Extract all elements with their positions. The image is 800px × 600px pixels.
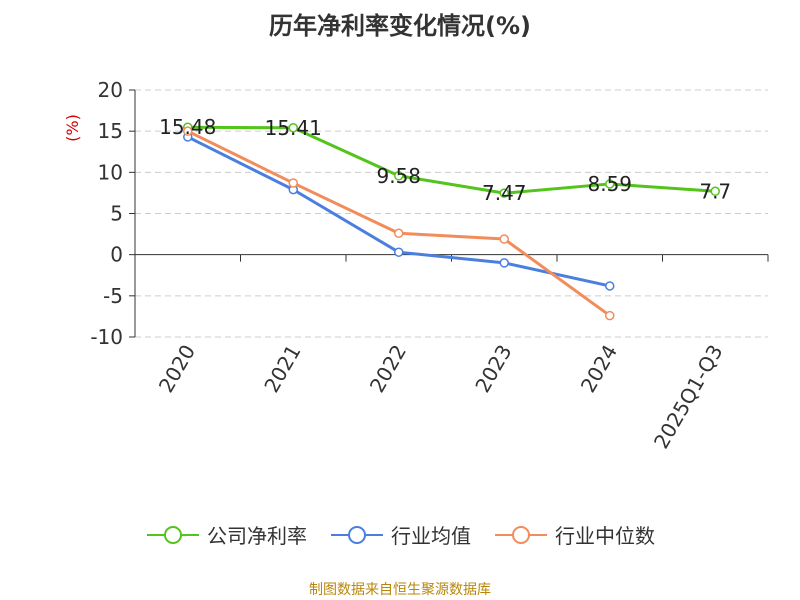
y-tick-label: -10 (90, 325, 123, 349)
y-tick-label: 20 (98, 78, 123, 102)
x-tick-label: 2025Q1-Q3 (649, 341, 728, 453)
data-labels: 15.48 15.41 9.58 7.47 8.59 7.7 (159, 115, 731, 205)
data-label: 7.47 (482, 181, 527, 205)
y-tick-label: 0 (110, 243, 123, 267)
data-point (394, 228, 404, 239)
data-point (394, 171, 404, 181)
data-point (499, 234, 509, 244)
data-label: 15.41 (265, 116, 322, 140)
series-line (187, 135, 611, 288)
x-tick-label: 2021 (259, 341, 305, 397)
y-tick-label: 15 (98, 119, 123, 143)
series-line (187, 129, 611, 317)
data-label: 15.48 (159, 115, 216, 139)
legend-marker-icon (495, 525, 547, 544)
chart-title: 历年净利率变化情况(%) (269, 12, 531, 40)
data-point (499, 188, 509, 198)
series-points (183, 122, 720, 321)
legend-label: 公司净利率 (207, 524, 307, 548)
data-label: 8.59 (587, 172, 632, 196)
y-tick-label: 10 (98, 160, 123, 184)
legend-label: 行业中位数 (555, 524, 655, 548)
legend-item-industry-mean[interactable]: 行业均值 (329, 520, 471, 549)
x-tick-label: 2023 (470, 341, 516, 397)
y-tick-label: -5 (103, 284, 123, 308)
x-tick-label: 2022 (365, 341, 411, 397)
data-point (605, 310, 615, 321)
data-label: 9.58 (376, 164, 421, 188)
data-point (710, 186, 720, 197)
data-source-footer: 制图数据来自恒生聚源数据库 (309, 582, 491, 598)
data-point (183, 126, 193, 136)
legend: 公司净利率 行业均值 行业中位数 (0, 520, 800, 549)
data-label: 7.7 (699, 179, 731, 203)
data-point (499, 258, 509, 268)
data-point (394, 247, 404, 257)
series-line (187, 125, 716, 195)
series-lines (187, 125, 716, 317)
data-point (288, 178, 298, 188)
legend-item-industry-median[interactable]: 行业中位数 (493, 520, 655, 549)
grid-lines (135, 89, 768, 338)
legend-label: 行业均值 (391, 524, 471, 548)
data-point (288, 123, 298, 133)
x-tick-label: 2024 (576, 341, 622, 397)
legend-marker-icon (147, 525, 199, 544)
legend-item-company[interactable]: 公司净利率 (145, 520, 307, 549)
data-point (605, 281, 615, 291)
x-tick-label: 2020 (154, 341, 200, 397)
legend-marker-icon (331, 525, 383, 544)
y-tick-label: 5 (110, 202, 123, 226)
y-axis-label: (%) (63, 114, 82, 142)
data-point (605, 179, 615, 189)
